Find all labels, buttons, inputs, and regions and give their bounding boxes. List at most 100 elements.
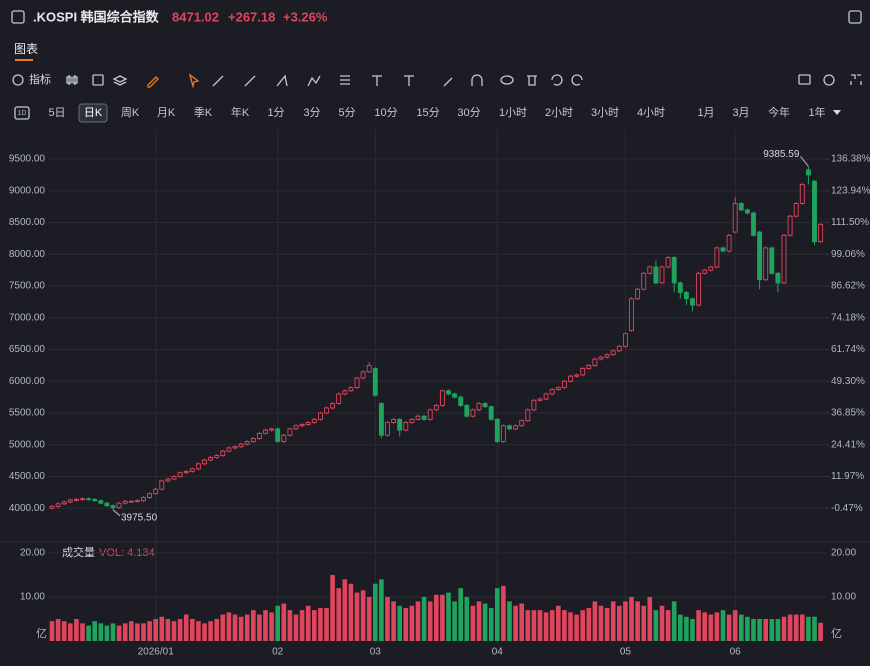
period-button[interactable]: 4小时 [637,106,665,119]
period-button[interactable]: 3月 [732,107,749,119]
layers-icon[interactable] [112,75,128,86]
expand-icon[interactable] [848,10,862,24]
period-button[interactable]: 5日 [48,107,65,119]
volume-bar [232,614,238,641]
candle-body [525,409,531,422]
y-tick-label: 7500.00 [9,281,46,292]
volume-bar [610,601,616,641]
y-tick-label: 8500.00 [9,217,46,228]
volume-bar [238,616,244,641]
period-icon[interactable]: 1D [18,110,27,117]
volume-bar [177,618,183,641]
cursor-icon[interactable] [188,73,200,89]
y2-tick-label: 99.06% [831,249,865,260]
period-button[interactable]: 年K [231,105,250,119]
indicator-button[interactable]: 指标 [29,72,51,86]
candle-body [769,247,775,274]
candle-body [482,403,488,408]
volume-bar [806,616,811,641]
draw-icon[interactable] [147,76,159,88]
draw-tools[interactable] [212,74,483,87]
candle-body [61,501,67,505]
volume-bar [568,612,573,641]
candle-body [226,447,232,452]
candle-body [391,418,397,423]
symbol: .KOSPI 韩国综合指数 [33,9,160,24]
period-button[interactable]: 日K [84,107,103,119]
volume-bar [549,610,555,641]
period-button[interactable]: 周K [121,106,140,119]
edit-icons[interactable] [527,74,583,86]
candle-body [439,390,445,406]
period-button[interactable]: 30分 [457,106,480,119]
candle-icon[interactable] [66,75,78,85]
candle-body [269,428,275,431]
candle-body [55,503,61,507]
volume-bar [385,596,390,641]
x-tick-label: 06 [730,647,742,658]
period-icon-box[interactable] [14,106,30,120]
period-button[interactable]: 15分 [416,106,439,119]
volume-bar [391,601,396,641]
candle-body [116,502,122,509]
volume-bar [305,605,311,641]
volume-bar [251,610,256,641]
candle-body [177,472,183,477]
volume-bar [598,605,604,641]
volume-bar [269,612,274,641]
candle-body [250,437,256,443]
volume-bar [476,601,482,641]
candle-body [293,425,299,430]
volume-bar [366,596,372,641]
period-bar: 1D 5日 日K 周K 月K 季K 年K 1分 3分 5分 10分 15分 30分 1小时 2小时 3小时 4… [14,103,841,123]
candle-body [757,231,763,281]
indicator-icon[interactable] [12,74,24,86]
eye-icon[interactable] [500,75,514,85]
period-button[interactable]: 季K [194,106,213,119]
sidebar-icon[interactable] [11,10,25,24]
tab[interactable]: 图表 [14,42,38,56]
period-button[interactable]: 今年 [768,105,790,119]
candle-body [488,406,494,420]
period-button[interactable]: 3小时 [591,106,619,119]
candle-body [281,434,287,443]
volume-bar [330,574,335,641]
y-tick-label: 5000.00 [9,439,46,450]
volume-bar [775,618,781,641]
camera-icon[interactable] [798,74,811,85]
volume-bar [665,610,671,641]
period-button[interactable]: 2小时 [545,106,573,119]
candle-body [409,418,415,423]
volume-bar [653,610,659,641]
period-button[interactable]: 1分 [267,106,284,119]
volume-bar [183,614,189,641]
period-button[interactable]: 1小时 [499,106,527,119]
period-button[interactable]: 3分 [303,106,320,119]
period-button[interactable]: 10分 [374,106,397,119]
y-tick-label: 5500.00 [9,408,46,419]
period-button[interactable]: 1年 [808,105,825,119]
candle-body [128,500,134,503]
annotation-line [800,155,809,167]
volume-bar [74,618,79,641]
y-tick-label: 8000.00 [9,249,46,260]
period-button[interactable]: 5分 [338,106,355,119]
period-dropdown[interactable] [833,110,841,115]
candle-body [275,428,281,443]
candle-body [720,247,726,252]
volume-bar [171,621,177,641]
volume-bar [708,614,714,641]
period-button[interactable]: 月K [157,107,176,119]
period-button[interactable]: 1月 [697,107,714,119]
fullscreen-icon[interactable] [850,74,862,85]
price: 8471.02 [172,9,219,24]
volume-bar [397,605,402,641]
candle-body [299,423,305,427]
y-tick-label: 10.00 [20,592,45,603]
candle-body [86,498,92,501]
volume-bar [629,596,634,641]
settings-icon[interactable] [823,74,835,86]
candle-body [208,457,214,461]
shape-icon[interactable] [92,74,104,86]
y2-tick-label: 24.41% [831,439,865,450]
